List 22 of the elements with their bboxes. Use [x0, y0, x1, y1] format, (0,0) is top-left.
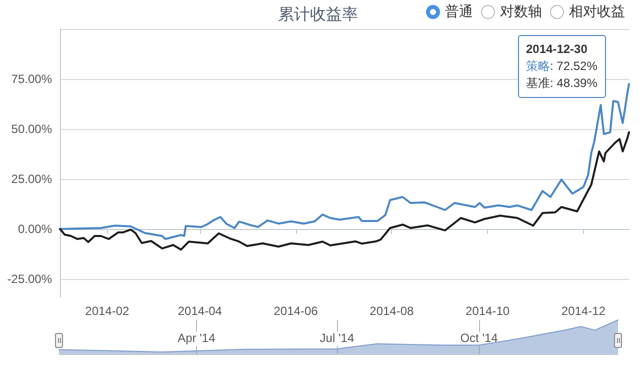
y-tick-label: -25.00%	[7, 272, 52, 286]
x-tick-label: 2014-02	[85, 304, 130, 318]
annotation: 策略: 72.52%	[526, 58, 598, 75]
y-tick-label: 75.00%	[11, 72, 52, 86]
text: 普通	[445, 3, 473, 21]
chart-title: 累计收益率	[278, 6, 358, 24]
y-tick-label: 0.00%	[18, 222, 52, 236]
x-tick-label: Apr '14	[178, 331, 216, 345]
text: 对数轴	[500, 3, 542, 21]
annotation: 2014-12-30	[526, 41, 588, 58]
annotation: 基准: 48.39%	[526, 75, 598, 92]
x-tick-label: 2014-06	[274, 304, 318, 318]
line-series	[59, 131, 630, 251]
x-tick-label: Jul '14	[320, 331, 354, 345]
x-tick-label: 2014-10	[466, 304, 510, 318]
x-tick-label: 2014-08	[370, 304, 414, 318]
x-tick-label: Oct '14	[460, 331, 498, 345]
y-tick-label: 50.00%	[11, 122, 52, 136]
y-tick-label: 25.00%	[11, 172, 52, 186]
x-tick-label: 2014-04	[178, 304, 222, 318]
x-tick-label: 2014-12	[561, 304, 606, 318]
text: 相对收益	[569, 3, 625, 21]
